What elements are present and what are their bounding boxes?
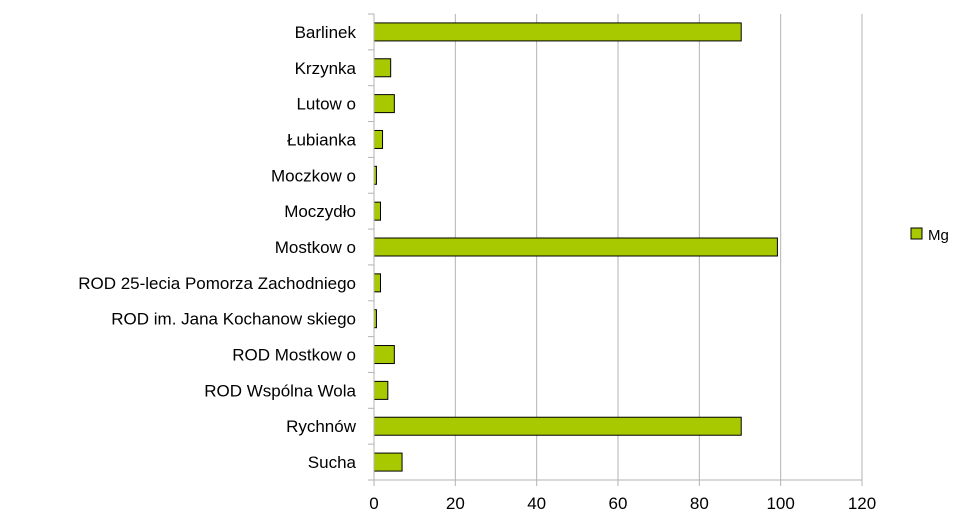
category-label: ROD im. Jana Kochanow skiego bbox=[111, 310, 356, 329]
category-label: Barlinek bbox=[295, 23, 357, 42]
x-tick-label: 20 bbox=[446, 494, 465, 513]
bar bbox=[373, 22, 742, 42]
category-label: ROD Mostkow o bbox=[232, 346, 356, 365]
bar bbox=[373, 273, 382, 293]
bars bbox=[373, 22, 778, 472]
legend-label: Mg bbox=[928, 227, 949, 244]
category-label: ROD 25-lecia Pomorza Zachodniego bbox=[78, 274, 356, 293]
x-tick-label: 100 bbox=[766, 494, 794, 513]
x-tick-label: 40 bbox=[527, 494, 546, 513]
category-label: Moczkow o bbox=[271, 166, 356, 185]
category-label: Moczydło bbox=[284, 202, 356, 221]
bar bbox=[373, 94, 395, 114]
category-label: Sucha bbox=[308, 453, 357, 472]
x-tick-label: 0 bbox=[369, 494, 378, 513]
bar bbox=[373, 416, 742, 436]
bar bbox=[373, 345, 395, 365]
legend: Mg bbox=[910, 227, 949, 244]
bar bbox=[373, 237, 778, 257]
category-label: Lutow o bbox=[296, 95, 356, 114]
bar bbox=[373, 380, 389, 400]
bar bbox=[373, 201, 382, 221]
x-tick-label: 120 bbox=[848, 494, 876, 513]
bar bbox=[373, 452, 403, 472]
axes bbox=[368, 13, 862, 481]
category-label: Łubianka bbox=[287, 130, 357, 149]
x-tick-label: 80 bbox=[690, 494, 709, 513]
bar bbox=[373, 58, 392, 78]
x-tick-labels: 0 20 40 60 80 100 120 bbox=[369, 494, 876, 513]
category-labels: Barlinek Krzynka Lutow o Łubianka Moczkow o M… bbox=[78, 23, 357, 472]
category-label: Krzynka bbox=[295, 59, 357, 78]
category-label: Rychnów bbox=[286, 417, 357, 436]
bar bbox=[373, 129, 384, 149]
category-label: ROD Wspólna Wola bbox=[204, 381, 356, 400]
legend-swatch bbox=[910, 227, 923, 240]
x-tick-label: 60 bbox=[609, 494, 628, 513]
category-label: Mostkow o bbox=[275, 238, 356, 257]
